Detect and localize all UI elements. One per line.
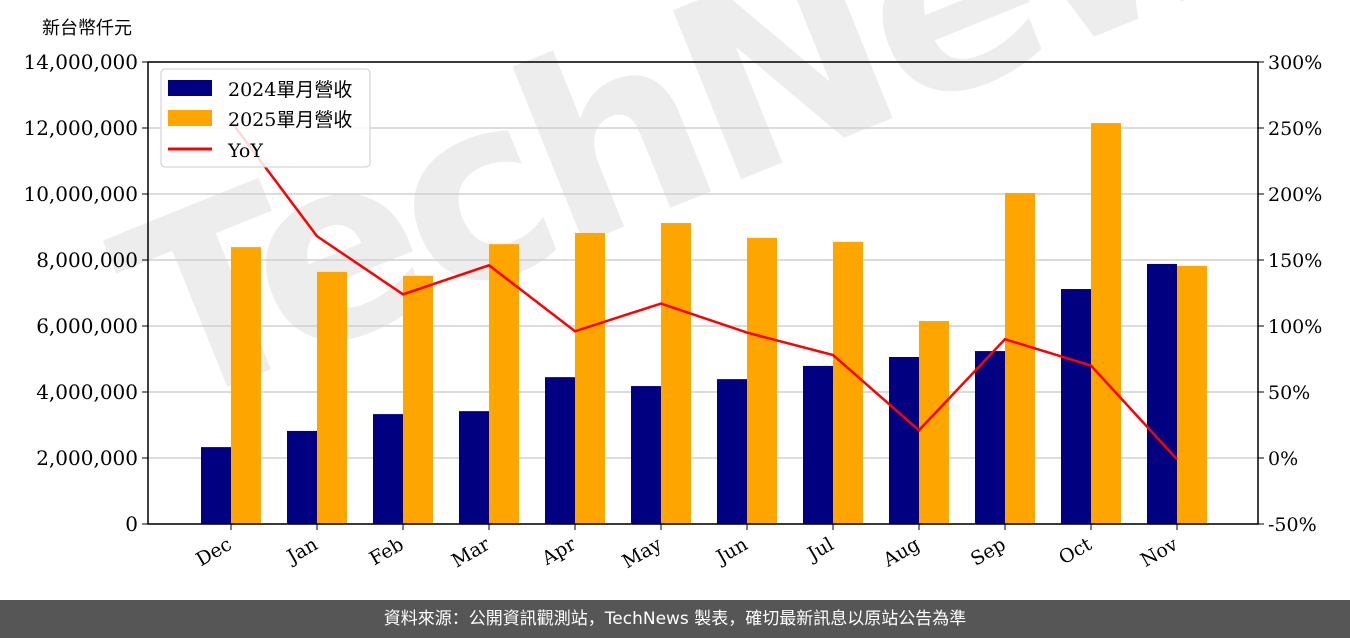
x-tick-label: Jul xyxy=(802,533,837,566)
source-footer: 資料來源：公開資訊觀測站，TechNews 製表，確切最新訊息以原站公告為準 xyxy=(0,600,1350,638)
bar-2024 xyxy=(287,430,317,524)
bar-2025 xyxy=(747,237,777,524)
yoy-line xyxy=(229,120,1178,461)
bar-2024 xyxy=(1061,289,1091,524)
left-tick-label: 2,000,000 xyxy=(36,446,138,470)
right-tick-label: 200% xyxy=(1268,184,1322,206)
right-tick-label: 300% xyxy=(1268,52,1322,74)
right-tick-label: 250% xyxy=(1268,118,1322,140)
x-tick-label: Mar xyxy=(448,533,494,572)
x-tick-label: Apr xyxy=(537,533,580,570)
legend-swatch-2025 xyxy=(168,110,212,126)
left-tick-label: 8,000,000 xyxy=(36,248,138,272)
left-tick-label: 12,000,000 xyxy=(23,116,138,140)
x-tick-label: Aug xyxy=(879,533,924,572)
bar-2025 xyxy=(231,247,261,524)
bar-2025 xyxy=(489,244,519,524)
right-tick-label: 100% xyxy=(1268,316,1322,338)
left-tick-label: 0 xyxy=(125,512,138,536)
legend-label-2025: 2025單月營收 xyxy=(228,109,352,131)
x-tick-label: Sep xyxy=(967,533,1010,570)
x-tick-label: Jun xyxy=(711,533,752,569)
left-tick-label: 14,000,000 xyxy=(23,50,138,74)
left-axis-unit: 新台幣仟元 xyxy=(42,18,132,39)
left-tick-label: 10,000,000 xyxy=(23,182,138,206)
bar-2025 xyxy=(1177,265,1207,524)
bar-2025 xyxy=(1091,123,1121,525)
x-tick-label: Nov xyxy=(1137,533,1182,572)
bar-2025 xyxy=(317,271,347,524)
legend-label-2024: 2024單月營收 xyxy=(228,79,352,101)
x-tick-label: May xyxy=(619,533,666,573)
x-tick-label: Feb xyxy=(366,533,408,570)
left-tick-label: 6,000,000 xyxy=(36,314,138,338)
bar-2024 xyxy=(373,414,403,524)
legend-swatch-2024 xyxy=(168,80,212,96)
bar-2024 xyxy=(975,351,1005,524)
bar-2024 xyxy=(545,377,575,524)
legend-label-yoy: YoY xyxy=(227,140,263,162)
bar-2024 xyxy=(459,411,489,524)
bar-2024 xyxy=(1147,263,1177,524)
x-tick-label: Dec xyxy=(192,533,235,571)
bar-2025 xyxy=(1005,193,1035,524)
bar-2025 xyxy=(575,232,605,524)
bar-2025 xyxy=(833,241,863,524)
bar-2024 xyxy=(803,365,833,524)
bar-2025 xyxy=(403,275,433,524)
legend-box xyxy=(160,68,371,168)
bar-2025 xyxy=(661,223,691,525)
bar-2025 xyxy=(919,321,949,524)
bar-2024 xyxy=(201,447,231,524)
x-tick-label: Jan xyxy=(282,533,322,569)
revenue-chart: TechNews02,000,0004,000,0006,000,0008,00… xyxy=(23,0,1350,573)
right-tick-label: -50% xyxy=(1268,514,1317,536)
left-tick-label: 4,000,000 xyxy=(36,380,138,404)
right-tick-label: 150% xyxy=(1268,250,1322,272)
bar-2024 xyxy=(717,379,747,524)
x-tick-label: Oct xyxy=(1055,533,1096,569)
bar-2024 xyxy=(631,386,661,524)
right-tick-label: 0% xyxy=(1268,448,1298,470)
right-tick-label: 50% xyxy=(1268,382,1310,404)
plot-frame xyxy=(147,61,1259,525)
bar-2024 xyxy=(889,357,919,524)
